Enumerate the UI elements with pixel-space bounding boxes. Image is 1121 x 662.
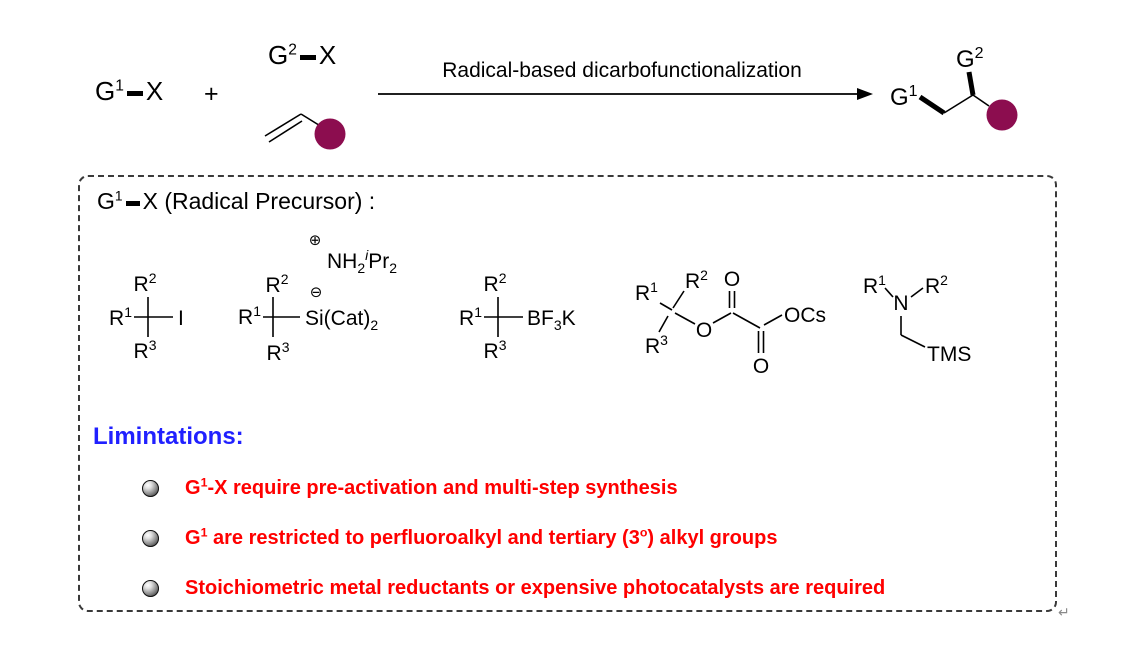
limitation-text: G1-X require pre-activation and multi-st… [185, 475, 678, 499]
cesium-oxide-group-label: OCs [784, 304, 826, 327]
structure-alkyl-trifluoroborate: R1 R2 R3 BF3K [459, 270, 576, 363]
sphere-bullet-icon [142, 580, 159, 597]
product-g2-label: G2 [956, 45, 984, 73]
ester-oxygen-label: O [696, 319, 712, 342]
double-bond-line-2 [268, 120, 303, 143]
r1-label: R1 [635, 279, 658, 305]
bond [658, 315, 669, 333]
r3-label: R3 [484, 337, 507, 363]
bond [943, 94, 974, 114]
r3-label: R3 [134, 337, 157, 363]
g1-label: G [97, 188, 115, 214]
bold-bond-icon [126, 91, 143, 96]
x-label: X [142, 188, 158, 214]
plus-sign: + [204, 80, 219, 108]
reactant-g2x: G2 X [268, 40, 336, 71]
reactant-g1x: G1 X [95, 76, 163, 107]
r1-label: R1 [863, 272, 886, 298]
bold-bond-icon [299, 55, 316, 60]
radical-precursor-box [78, 175, 1057, 612]
r1-label: R1 [109, 304, 132, 330]
bold-bond [918, 94, 946, 116]
r1-label: R1 [459, 304, 482, 330]
r1-label: R1 [238, 303, 261, 329]
iodine-label: I [178, 307, 184, 330]
bond [972, 94, 990, 107]
substituent-sphere [314, 118, 346, 150]
r3-label: R3 [267, 339, 290, 365]
r2-label: R2 [925, 272, 948, 298]
bond [672, 290, 685, 309]
silicate-group-label: Si(Cat)2 [305, 307, 378, 333]
reaction-condition-label: Radical-based dicarbofunctionalization [442, 59, 802, 82]
r2-label: R2 [685, 267, 708, 293]
structure-alkyl-silicate: ⊕ NH2iPr2 R2 ⊖ R1 Si(Cat)2 R3 [238, 231, 397, 365]
structure-alkyl-iodide: R1 R2 R3 I [109, 270, 184, 363]
limitation-item: G1-X require pre-activation and multi-st… [142, 475, 678, 500]
limitation-text: Stoichiometric metal reductants or expen… [185, 577, 886, 599]
paragraph-return-icon: ↵ [1058, 604, 1070, 620]
r2-label: R2 [134, 270, 157, 296]
r2-label: R2 [484, 270, 507, 296]
bond [712, 312, 732, 324]
carbonyl-oxygen-label: O [724, 268, 740, 291]
box-header: G1 X (Radical Precursor) : [97, 188, 375, 215]
product-structure: G1 G2 [890, 45, 1018, 131]
bond [659, 302, 673, 311]
g2-superscript: 2 [288, 41, 297, 59]
bond [910, 287, 924, 298]
product-g1-label: G1 [890, 83, 918, 111]
bond [900, 334, 926, 348]
bond [732, 312, 761, 329]
r3-label: R3 [645, 332, 668, 358]
trifluoroborate-group-label: BF3K [527, 307, 576, 333]
structure-aminomethyl-silane: R1 R2 N TMS [863, 272, 971, 366]
carbonyl-oxygen-label: O [753, 355, 769, 378]
r2-label: R2 [266, 271, 289, 297]
tms-group-label: TMS [927, 343, 971, 366]
bold-bond [966, 71, 976, 96]
reaction-arrow-group: Radical-based dicarbofunctionalization [378, 59, 873, 100]
g2-label: G [268, 40, 289, 70]
double-bond-line-1 [264, 113, 302, 137]
sphere-bullet-icon [142, 480, 159, 497]
g1-superscript: 1 [114, 188, 123, 204]
sphere-bullet-icon [142, 530, 159, 547]
limitation-item: G1 are restricted to perfluoroalkyl and … [142, 525, 778, 550]
substituent-sphere [986, 99, 1018, 131]
bond [763, 314, 783, 326]
nitrogen-label: N [893, 292, 908, 315]
header-caption: (Radical Precursor) : [164, 188, 376, 214]
limitation-text: G1 are restricted to perfluoroalkyl and … [185, 525, 778, 549]
ammonium-counterion-label: NH2iPr2 [327, 247, 397, 276]
structure-cesium-oxalate: R1 R2 R3 O O O OCs [635, 267, 826, 378]
arrow-head-icon [857, 88, 873, 100]
bold-bond-icon [125, 201, 140, 206]
minus-charge-icon: ⊖ [310, 283, 323, 301]
alkene-structure [264, 113, 346, 150]
limitations-heading: Limintations: [93, 423, 244, 450]
bond [674, 312, 696, 325]
x-label: X [318, 40, 337, 70]
g1-superscript: 1 [115, 77, 124, 95]
limitation-item: Stoichiometric metal reductants or expen… [142, 577, 885, 600]
x-label: X [145, 76, 164, 106]
g1-label: G [95, 76, 116, 106]
plus-charge-icon: ⊕ [309, 231, 322, 249]
bond [884, 287, 894, 298]
